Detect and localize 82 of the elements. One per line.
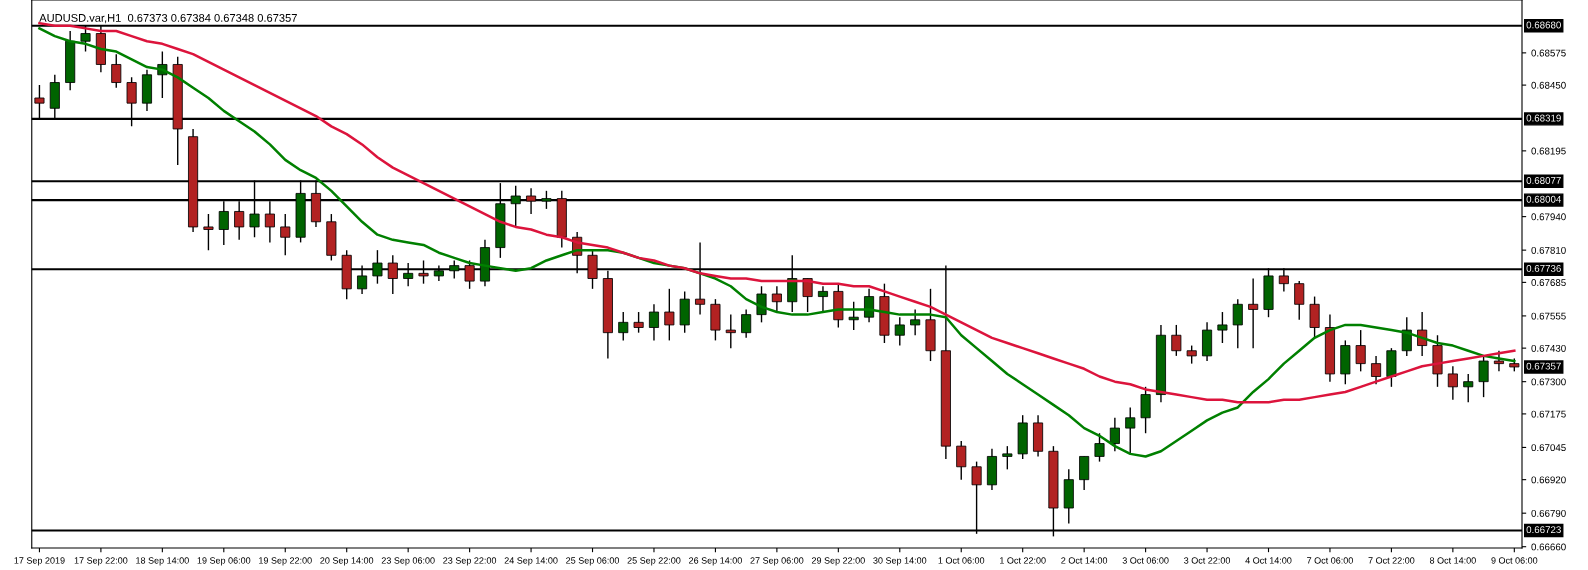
y-tick-label: 0.66920 <box>1531 476 1566 484</box>
x-tick-label: 2 Oct 14:00 <box>1061 557 1108 564</box>
candlestick <box>1232 298 1243 349</box>
candlestick <box>280 213 291 256</box>
candlestick <box>1217 311 1228 344</box>
candlestick <box>1355 329 1366 373</box>
x-tick-label: 23 Sep 06:00 <box>381 557 435 566</box>
candlestick <box>956 440 967 481</box>
x-tick-label: 3 Oct 22:00 <box>1184 557 1231 564</box>
ref-line-label: 0.68680 <box>1526 21 1561 29</box>
x-tick-label: 8 Oct 14:00 <box>1429 557 1476 564</box>
candlestick <box>1294 280 1305 321</box>
x-tick-label: 3 Oct 06:00 <box>1122 557 1169 564</box>
candlestick <box>203 213 214 251</box>
y-tick-label: 0.68450 <box>1531 81 1566 89</box>
candlestick <box>848 301 859 331</box>
candlestick <box>1079 455 1090 491</box>
text: 0.67357 <box>1526 362 1561 370</box>
candlestick <box>1002 445 1013 471</box>
x-tick-label: 4 Oct 14:00 <box>1245 557 1292 564</box>
y-tick-label: 0.67810 <box>1531 246 1566 254</box>
candlestick <box>1186 344 1197 365</box>
candlestick <box>1309 295 1320 339</box>
x-tick-label: 24 Sep 14:00 <box>504 557 558 566</box>
x-tick-label: 20 Sep 14:00 <box>320 557 374 566</box>
candlestick <box>1109 417 1120 452</box>
x-tick-label: 26 Sep 14:00 <box>689 557 742 566</box>
candlestick <box>771 285 782 313</box>
candlestick <box>1463 373 1474 403</box>
x-tick-label: 1 Oct 06:00 <box>938 557 985 564</box>
y-tick-label: 0.67430 <box>1531 344 1566 352</box>
candlestick <box>633 311 644 334</box>
candlestick <box>111 53 122 89</box>
y-tick-label: 0.67045 <box>1531 444 1566 452</box>
candlestick <box>1401 316 1412 357</box>
candlestick <box>1478 355 1489 398</box>
candlestick <box>618 311 629 342</box>
candlestick <box>1248 277 1259 349</box>
x-tick-label: 17 Sep 2019 <box>14 557 65 566</box>
ref-line-label: 0.68077 <box>1526 177 1561 184</box>
candlestick <box>1094 432 1105 463</box>
x-tick-label: 27 Sep 06:00 <box>750 557 804 566</box>
y-tick-label: 0.67940 <box>1531 213 1566 221</box>
y-tick-label: 0.67300 <box>1531 378 1566 386</box>
x-tick-label: 25 Sep 06:00 <box>566 557 620 566</box>
candlestick <box>894 316 905 347</box>
ref-line-label: 0.68004 <box>1526 195 1562 203</box>
candlestick <box>664 288 675 342</box>
y-tick-label: 0.68195 <box>1531 147 1566 155</box>
y-tick-label: 0.66790 <box>1531 509 1566 517</box>
candlestick <box>725 313 736 349</box>
x-tick-label: 30 Sep 14:00 <box>873 557 927 566</box>
x-tick-label: 9 Oct 06:00 <box>1491 557 1538 564</box>
x-tick-label: 18 Sep 14:00 <box>136 557 189 566</box>
ref-line-label: 0.66723 <box>1526 526 1561 534</box>
candlestick <box>1447 365 1458 401</box>
candlestick <box>1171 324 1182 357</box>
x-tick-label: 7 Oct 06:00 <box>1307 557 1353 564</box>
candlestick <box>1125 406 1136 455</box>
candlestick <box>802 277 813 313</box>
candlestick <box>910 308 921 336</box>
candlestick <box>1371 355 1382 385</box>
ref-line-label: 0.68319 <box>1526 114 1561 122</box>
candlestick <box>817 285 828 313</box>
y-tick-label: 0.67555 <box>1531 312 1566 320</box>
y-tick-label: 0.68575 <box>1531 49 1566 57</box>
x-tick-label: 17 Sep 22:00 <box>74 557 128 566</box>
y-tick-label: 0.67685 <box>1531 279 1566 286</box>
y-tick-label: 0.67175 <box>1531 410 1566 418</box>
x-tick-label: 25 Sep 22:00 <box>627 557 681 566</box>
x-tick-label: 23 Sep 22:00 <box>443 557 497 566</box>
x-tick-label: 19 Sep 06:00 <box>197 557 251 566</box>
x-tick-label: 1 Oct 22:00 <box>1000 557 1046 564</box>
candlestick <box>741 308 752 339</box>
x-tick-label: 19 Sep 22:00 <box>259 557 312 566</box>
y-tick-label: 0.66660 <box>1531 543 1566 551</box>
x-tick-label: 29 Sep 22:00 <box>811 557 865 566</box>
candlestick <box>648 303 659 342</box>
ref-line-label: 0.67736 <box>1526 264 1561 272</box>
text: AUDUSD.var,H1 0.67373 0.67384 0.67348 0.67357 <box>39 13 297 24</box>
candlestick <box>1140 386 1151 434</box>
x-tick-label: 7 Oct 22:00 <box>1368 557 1415 564</box>
